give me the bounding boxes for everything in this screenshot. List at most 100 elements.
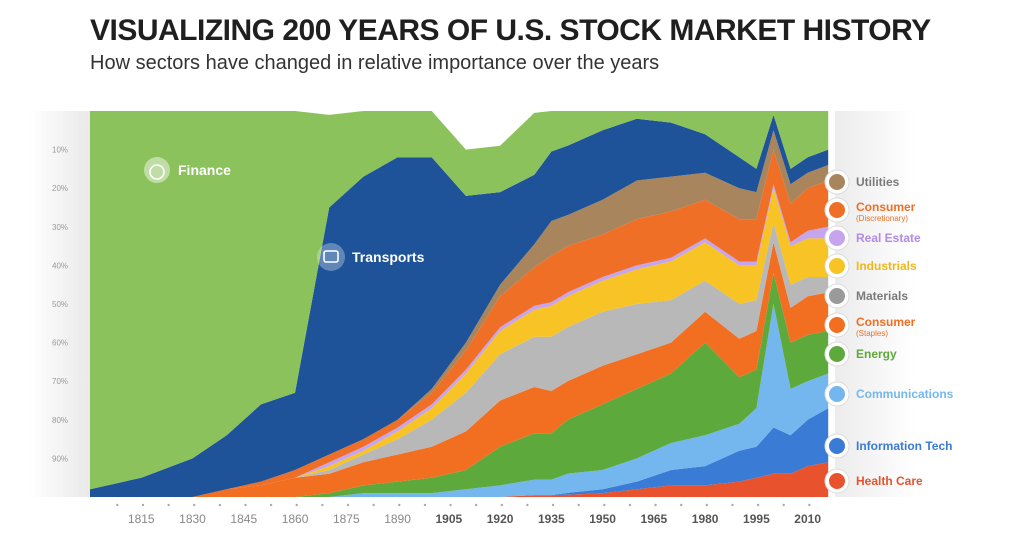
axis-dot [423, 503, 427, 507]
x-tick-label: 1950 [589, 512, 616, 526]
axis-dot [449, 503, 452, 507]
legend-item: Utilities [824, 169, 900, 195]
train-icon-shape [323, 250, 339, 263]
axis-dot [577, 503, 580, 507]
legend-item-label: Real Estate [856, 231, 921, 245]
y-tick-label: 30% [52, 223, 68, 232]
axis-dot [244, 503, 247, 507]
x-tick-label: 1980 [692, 512, 719, 526]
y-tick-label: 90% [52, 454, 68, 463]
x-tick-label: 1890 [384, 512, 411, 526]
legend-item: Materials [824, 283, 908, 309]
axis-dot [808, 503, 811, 507]
legend-item: Consumer(Staples) [824, 312, 916, 338]
y-tick-label: 40% [52, 261, 68, 270]
y-tick-label: 80% [52, 416, 68, 425]
y-tick-label: 50% [52, 300, 68, 309]
legend-item-label: Communications [856, 387, 954, 401]
building-icon-fill [829, 230, 845, 246]
utilities-icon-fill [829, 174, 845, 190]
x-tick-label: 1875 [333, 512, 360, 526]
area-consumer-staples [90, 242, 829, 497]
x-tick-label: 1965 [641, 512, 668, 526]
legend-item: Industrials [824, 253, 917, 279]
finance-label-text: Finance [178, 162, 231, 178]
axis-dot [218, 503, 222, 507]
axis-dot [346, 503, 350, 507]
legend-item: Communications [824, 381, 954, 407]
axis-dot [141, 503, 145, 507]
x-tick-label: 1995 [743, 512, 770, 526]
diamond-icon-fill [829, 288, 845, 304]
money-bag-icon-shape [149, 164, 165, 180]
axis-dot [782, 503, 785, 507]
area-transports [90, 114, 829, 498]
axis-dot [269, 503, 273, 507]
legend-item-sublabel: (Discretionary) [856, 214, 908, 223]
left-fade-panel [30, 111, 90, 497]
shopping-bag-icon-fill [829, 202, 845, 218]
finance-label: Finance [144, 157, 231, 183]
axis-dot [526, 503, 529, 507]
x-tick-label: 1830 [179, 512, 206, 526]
factory-icon-fill [829, 258, 845, 274]
transports-label-text: Transports [352, 249, 425, 265]
legend-item: Information Tech [824, 433, 952, 459]
legend-item-label: Consumer [856, 200, 916, 214]
axis-dot [628, 503, 632, 507]
x-tick-label: 1905 [435, 512, 462, 526]
legend-item: Health Care [824, 468, 923, 494]
y-tick-label: 20% [52, 184, 68, 193]
chart-title: VISUALIZING 200 YEARS OF U.S. STOCK MARK… [90, 14, 931, 47]
energy-icon-fill [829, 346, 845, 362]
area-energy [90, 273, 829, 497]
legend-item-label: Utilities [856, 175, 900, 189]
right-fade-panel [835, 111, 915, 497]
area-layers [90, 111, 829, 498]
axis-dot [756, 503, 760, 507]
y-tick-label: 60% [52, 339, 68, 348]
axis-dot [551, 503, 555, 507]
axis-dot [680, 503, 683, 507]
axis-dot [398, 503, 401, 507]
chip-icon-fill [829, 438, 845, 454]
area-consumer-discretionary [90, 149, 829, 497]
legend-item: Consumer(Discretionary) [824, 197, 916, 223]
legend-item-sublabel: (Staples) [856, 329, 888, 338]
axis-dot [116, 503, 119, 507]
axis-dot [321, 503, 324, 507]
axis-dot [295, 503, 298, 507]
x-tick-label: 1815 [128, 512, 155, 526]
axis-dot [705, 503, 709, 507]
legend-item: Energy [824, 341, 897, 367]
x-tick-label: 1920 [487, 512, 514, 526]
satellite-icon-fill [829, 386, 845, 402]
axis-dot [654, 503, 657, 507]
axis-dot [603, 503, 606, 507]
legend-item-label: Information Tech [856, 439, 952, 453]
area-finance [90, 111, 829, 490]
area-health-care [90, 462, 829, 497]
legend-item: Real Estate [824, 225, 921, 251]
x-tick-label: 1935 [538, 512, 565, 526]
legend-item-label: Industrials [856, 259, 917, 273]
train-icon [317, 243, 345, 271]
axis-dot [500, 503, 504, 507]
axis-dot [474, 503, 478, 507]
cross-icon-fill [829, 473, 845, 489]
x-tick-label: 1860 [282, 512, 309, 526]
y-tick-label: 10% [52, 146, 68, 155]
legend-item-label: Energy [856, 347, 897, 361]
legend-item-label: Consumer [856, 315, 916, 329]
axis-dot [372, 503, 375, 507]
axis-dot [167, 503, 170, 507]
legend-item-label: Health Care [856, 474, 923, 488]
transports-label: Transports [317, 243, 425, 271]
cart-icon-fill [829, 317, 845, 333]
axis-dot [193, 503, 196, 507]
chart-subtitle: How sectors have changed in relative imp… [90, 52, 660, 74]
y-tick-label: 70% [52, 377, 68, 386]
legend-item-label: Materials [856, 289, 908, 303]
